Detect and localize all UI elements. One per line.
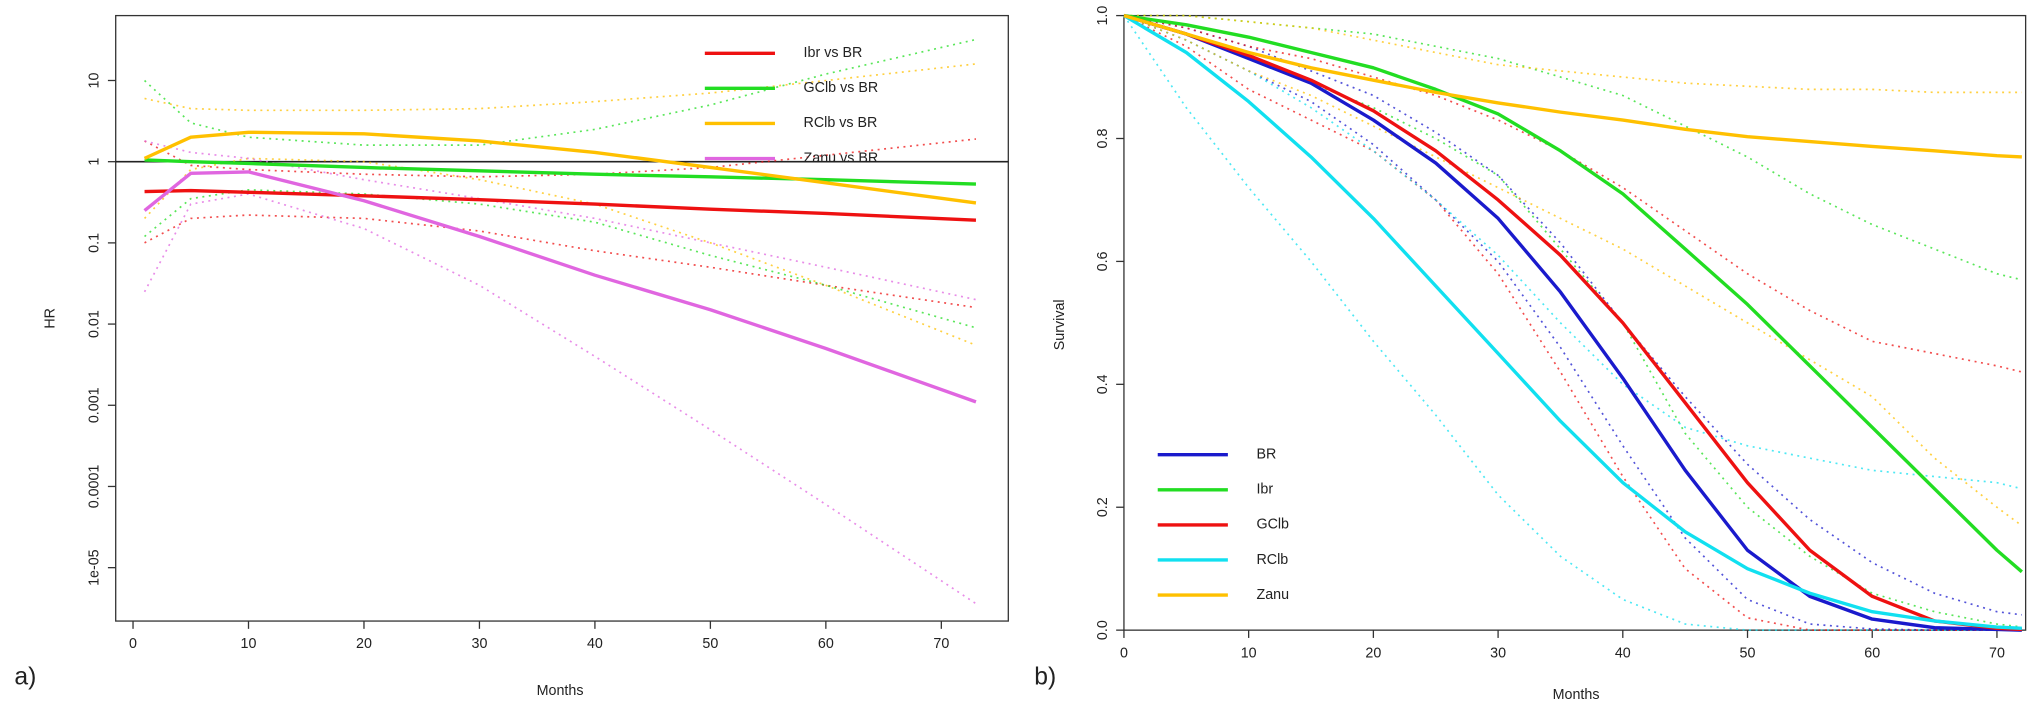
x-tick-label: 30 <box>471 636 487 652</box>
y-axis-title: HR <box>43 308 59 329</box>
y-tick-label: 0.0 <box>1095 620 1111 640</box>
confidence-band <box>1123 14 2022 628</box>
y-tick-label: 0.001 <box>87 387 103 423</box>
legend-label: Ibr vs BR <box>804 45 863 61</box>
confidence-band <box>143 157 977 347</box>
x-tick-label: 60 <box>818 636 834 652</box>
legend-label: GClb <box>1256 517 1289 533</box>
confidence-band <box>1123 14 2022 631</box>
y-tick-label: 1e-05 <box>87 549 103 586</box>
x-tick-label: 0 <box>1120 645 1128 661</box>
confidence-band <box>143 193 977 605</box>
series-line <box>143 170 977 404</box>
x-tick-label: 70 <box>933 636 949 652</box>
plot-frame <box>1123 14 2027 631</box>
panel: 0 10 20 30 40 50 60 70 10 1 0.1 0.01 0.001 0.0001 1e-0… <box>14 14 1009 699</box>
x-tick-label: 40 <box>1615 645 1631 661</box>
confidence-band <box>1123 15 2022 631</box>
y-tick-label: 0.0001 <box>87 465 103 509</box>
confidence-band <box>144 214 977 309</box>
series-line <box>1123 13 2022 632</box>
x-tick-label: 30 <box>1490 645 1506 661</box>
confidence-band <box>1123 14 2023 373</box>
x-axis-title: Months <box>537 683 584 699</box>
panel: 0 10 20 30 40 50 60 70 0.0 0.2 0.4 0.6 0.8 1.0 BR Ibr GC… <box>1034 6 2027 703</box>
y-tick-label: 0.4 <box>1095 374 1111 394</box>
x-tick-label: 70 <box>1989 645 2005 661</box>
series-line <box>144 188 977 222</box>
legend-label: RClb <box>1256 552 1288 568</box>
x-tick-label: 20 <box>1365 645 1381 661</box>
series-line <box>143 130 977 205</box>
x-tick-label: 10 <box>1241 645 1257 661</box>
legend-label: RClb vs BR <box>804 115 878 131</box>
x-tick-label: 0 <box>129 636 137 652</box>
x-tick-label: 20 <box>356 636 372 652</box>
plot-frame <box>115 14 1009 622</box>
y-tick-label: 0.6 <box>1095 251 1111 271</box>
confidence-band <box>144 138 977 178</box>
y-tick-label: 1 <box>87 158 103 166</box>
y-tick-label: 0.8 <box>1095 129 1111 149</box>
x-axis-title: Months <box>1553 687 1600 703</box>
legend-label: Zanu <box>1256 587 1289 603</box>
legend-label: Ibr <box>1256 482 1273 498</box>
confidence-band <box>144 188 977 329</box>
x-tick-label: 60 <box>1864 645 1880 661</box>
y-tick-label: 1.0 <box>1095 6 1111 26</box>
confidence-band <box>1123 14 2023 527</box>
series-line <box>1123 14 2022 631</box>
x-tick-label: 50 <box>702 636 718 652</box>
series-line <box>1123 13 2023 574</box>
series-line <box>1123 13 2022 159</box>
x-tick-label: 50 <box>1740 645 1756 661</box>
confidence-band <box>1123 14 2023 490</box>
y-axis-title: Survival <box>1052 299 1068 350</box>
panel-label: a) <box>14 664 36 691</box>
panel-label: b) <box>1034 664 1056 691</box>
y-tick-label: 0.01 <box>87 310 103 338</box>
confidence-band <box>144 63 977 112</box>
x-tick-label: 10 <box>241 636 257 652</box>
confidence-band <box>1123 14 2022 631</box>
confidence-band <box>1123 14 2022 616</box>
legend-label: BR <box>1256 447 1276 463</box>
y-tick-label: 0.2 <box>1095 497 1111 517</box>
series-line <box>1123 13 2022 632</box>
y-tick-label: 0.1 <box>87 233 103 253</box>
y-tick-label: 10 <box>87 72 103 88</box>
legend-label: GClb vs BR <box>804 80 879 96</box>
legend-label: Zanu vs BR <box>804 150 879 166</box>
confidence-band <box>1123 14 2022 94</box>
x-tick-label: 40 <box>587 636 603 652</box>
